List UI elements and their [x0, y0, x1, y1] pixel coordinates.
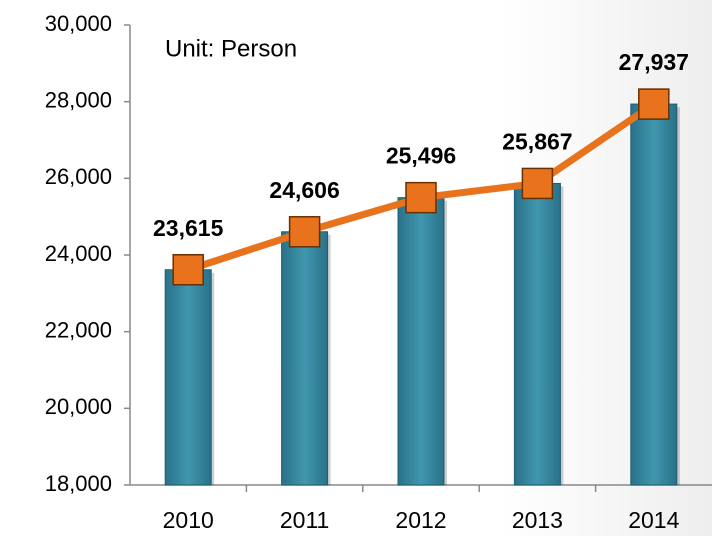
- x-tick-label: 2010: [163, 507, 214, 533]
- x-tick-label: 2014: [628, 507, 679, 533]
- data-label: 25,496: [386, 143, 456, 169]
- bar: [513, 182, 561, 486]
- marker: [172, 254, 204, 286]
- y-tick-label: 24,000: [45, 241, 112, 266]
- y-tick-label: 22,000: [45, 317, 112, 342]
- marker: [288, 216, 321, 248]
- x-tick-label: 2013: [512, 507, 563, 533]
- marker: [638, 88, 670, 120]
- y-tick-label: 18,000: [45, 471, 112, 496]
- y-tick-label: 28,000: [45, 87, 112, 112]
- y-tick-label: 30,000: [45, 11, 112, 36]
- bar: [630, 103, 678, 486]
- annotation: Unit: Person: [165, 35, 297, 62]
- data-label: 23,615: [153, 215, 224, 241]
- bar: [164, 269, 212, 486]
- x-tick-label: 2011: [280, 507, 329, 533]
- marker: [521, 167, 554, 200]
- data-label: 27,937: [619, 49, 689, 75]
- data-label: 25,867: [502, 129, 572, 155]
- y-tick-label: 26,000: [45, 164, 112, 189]
- bar: [397, 197, 445, 486]
- marker: [405, 181, 437, 214]
- x-tick-label: 2012: [395, 507, 446, 533]
- data-label: 24,606: [269, 177, 339, 203]
- y-tick-label: 20,000: [45, 394, 112, 419]
- bar: [281, 231, 329, 486]
